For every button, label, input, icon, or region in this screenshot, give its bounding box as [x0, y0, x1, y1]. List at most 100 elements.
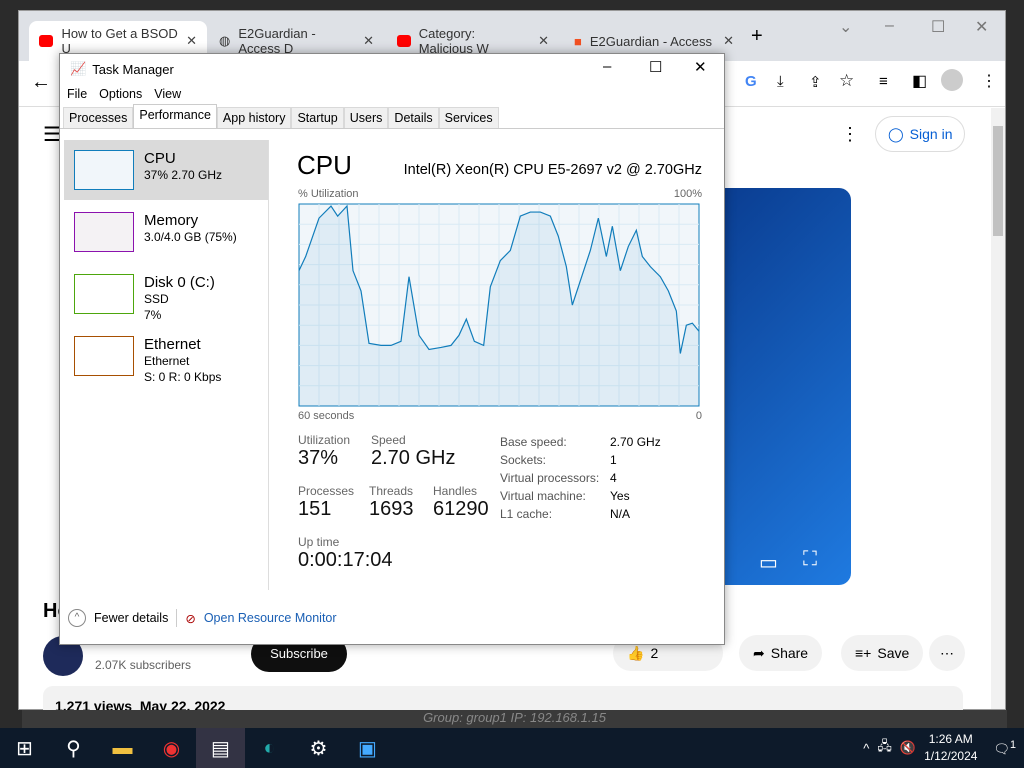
share-label: Share [770, 645, 809, 661]
search-icon[interactable]: ⚲ [66, 737, 81, 760]
ethernet-mini-graph [74, 336, 134, 376]
x-axis-left-label: 60 seconds [298, 410, 355, 422]
control-panel-icon[interactable]: ▣ [358, 737, 377, 760]
share-icon[interactable]: ⇪ [809, 74, 822, 91]
detail-row: Sockets: 1 [500, 451, 661, 469]
resource-detail: 37% 2.70 GHz [144, 168, 223, 182]
resource-detail: Ethernet [144, 354, 190, 368]
threads-label: Threads [369, 484, 414, 498]
divider [176, 609, 178, 627]
menu-file[interactable]: File [67, 87, 88, 101]
save-button[interactable]: ≡+ Save [841, 635, 924, 671]
file-explorer-icon[interactable]: ▬ [112, 736, 133, 759]
x-axis-right-label: 0 [695, 410, 702, 422]
tab-title: Category: Malicious W [418, 26, 489, 56]
menu-view[interactable]: View [154, 87, 182, 101]
show-hidden-icons-icon[interactable]: ^ [863, 740, 870, 756]
utilization-value: 37% [298, 447, 339, 469]
settings-gear-icon[interactable]: ⚙ [309, 737, 328, 760]
cpu-mini-graph [74, 150, 134, 190]
resource-detail: S: 0 R: 0 Kbps [144, 370, 222, 384]
side-panel-icon[interactable]: ◧ [912, 73, 928, 90]
close-icon[interactable]: ✕ [723, 33, 734, 48]
download-icon[interactable]: ⤓ [777, 73, 784, 90]
tab-processes[interactable]: Processes [63, 107, 134, 128]
network-icon[interactable]: 🖧 [877, 738, 892, 753]
taskbar: ⊞ ⚲ ▬ ◉ ▤ ◐ ⚙ ▣ ^ 🖧 🔇 1:26 AM 1/12/2024 🗨… [0, 728, 1024, 768]
notifications-icon[interactable]: 🗨1 [993, 738, 1016, 757]
window-title: Task Manager [92, 61, 174, 77]
y-axis-max: 100% [673, 188, 702, 200]
detail-value: 4 [610, 471, 617, 485]
hamburger-icon[interactable]: ☰ [43, 124, 61, 146]
browser-tab[interactable]: ■ E2Guardian - Access ✕ [564, 21, 744, 61]
menu-dots-icon[interactable]: ⋮ [981, 73, 997, 90]
resource-name: Ethernet [144, 336, 201, 353]
close-button[interactable]: ✕ [975, 19, 989, 36]
more-icon[interactable]: ⋮ [841, 124, 859, 144]
tab-title: E2Guardian - Access [589, 33, 712, 49]
tab-details[interactable]: Details [388, 107, 439, 128]
minimize-button[interactable]: – [603, 58, 612, 75]
share-button[interactable]: ➦ Share [739, 635, 823, 671]
menu-options[interactable]: Options [99, 87, 143, 101]
speed-label: Speed [371, 433, 406, 447]
clock-time[interactable]: 1:26 AM [928, 732, 973, 746]
theater-mode-icon[interactable]: ▭ [759, 552, 778, 574]
close-icon[interactable]: ✕ [538, 33, 549, 48]
maximize-button[interactable]: ☐ [931, 19, 946, 36]
edge-icon[interactable]: ◐ [263, 736, 276, 759]
close-icon[interactable]: ✕ [186, 33, 197, 48]
task-manager-taskbar-icon[interactable]: ▤ [196, 728, 245, 768]
back-icon[interactable]: ← [31, 71, 51, 93]
resource-name: Memory [144, 212, 199, 229]
tab-app-history[interactable]: App history [216, 107, 292, 128]
notification-count: 1 [1009, 738, 1016, 751]
detail-label: Virtual processors: [500, 471, 600, 485]
volume-muted-icon[interactable]: 🔇 [899, 740, 917, 755]
browser-tab[interactable]: ◍ E2Guardian - Access D ✕ [209, 21, 384, 61]
maximize-button[interactable]: ☐ [649, 59, 663, 76]
sign-in-button[interactable]: ◯ Sign in [875, 116, 966, 152]
microsoft-icon: ■ [574, 33, 582, 49]
resource-item-cpu[interactable]: CPU 37% 2.70 GHz [64, 140, 268, 200]
bookmark-star-icon[interactable]: ☆ [839, 71, 855, 90]
resource-item-ethernet[interactable]: Ethernet Ethernet S: 0 R: 0 Kbps [64, 326, 268, 386]
resource-monitor-icon: ⊘ [185, 611, 196, 626]
chrome-icon[interactable]: ◉ [162, 737, 181, 760]
open-resource-monitor-link[interactable]: Open Resource Monitor [203, 611, 337, 625]
tab-performance[interactable]: Performance [133, 104, 217, 128]
chevron-up-icon[interactable]: ^ [68, 609, 86, 627]
close-icon[interactable]: ✕ [363, 33, 374, 48]
clock-date[interactable]: 1/12/2024 [924, 749, 978, 763]
detail-label: Sockets: [500, 453, 547, 467]
fullscreen-icon[interactable]: ⛶ [803, 548, 817, 570]
page-scrollbar[interactable] [991, 108, 1005, 709]
cpu-details-table: Base speed: 2.70 GHz Sockets: 1 Virtual proc… [500, 433, 661, 523]
handles-label: Handles [433, 484, 478, 498]
cpu-model: Intel(R) Xeon(R) CPU E5-2697 v2 @ 2.70GH… [403, 162, 702, 178]
video-player[interactable]: ▭ ⛶ [719, 188, 851, 585]
close-button[interactable]: ✕ [694, 59, 707, 76]
memory-mini-graph [74, 212, 134, 252]
scrollbar-thumb[interactable] [993, 126, 1003, 236]
media-icon[interactable]: ≡ [879, 73, 888, 90]
profile-avatar-icon[interactable] [941, 69, 963, 91]
browser-tab[interactable]: Category: Malicious W ✕ [387, 21, 559, 61]
tab-startup[interactable]: Startup [291, 107, 344, 128]
resource-item-memory[interactable]: Memory 3.0/4.0 GB (75%) [64, 202, 268, 262]
detail-value: 1 [610, 453, 617, 467]
start-windows-icon[interactable]: ⊞ [16, 737, 33, 760]
google-icon[interactable]: G [745, 73, 757, 90]
new-tab-button[interactable]: + [751, 25, 763, 47]
tab-title: How to Get a BSOD U [61, 26, 178, 56]
uptime-label: Up time [298, 535, 340, 549]
resource-item-disk[interactable]: Disk 0 (C:) SSD 7% [64, 264, 268, 324]
detail-row: L1 cache: N/A [500, 505, 661, 523]
tab-search-icon[interactable]: ⌄ [839, 19, 853, 36]
tab-users[interactable]: Users [343, 107, 389, 128]
tab-services[interactable]: Services [438, 107, 499, 128]
minimize-button[interactable]: – [885, 17, 894, 34]
more-actions-button[interactable]: ⋯ [929, 635, 965, 671]
fewer-details-button[interactable]: Fewer details [94, 611, 169, 625]
